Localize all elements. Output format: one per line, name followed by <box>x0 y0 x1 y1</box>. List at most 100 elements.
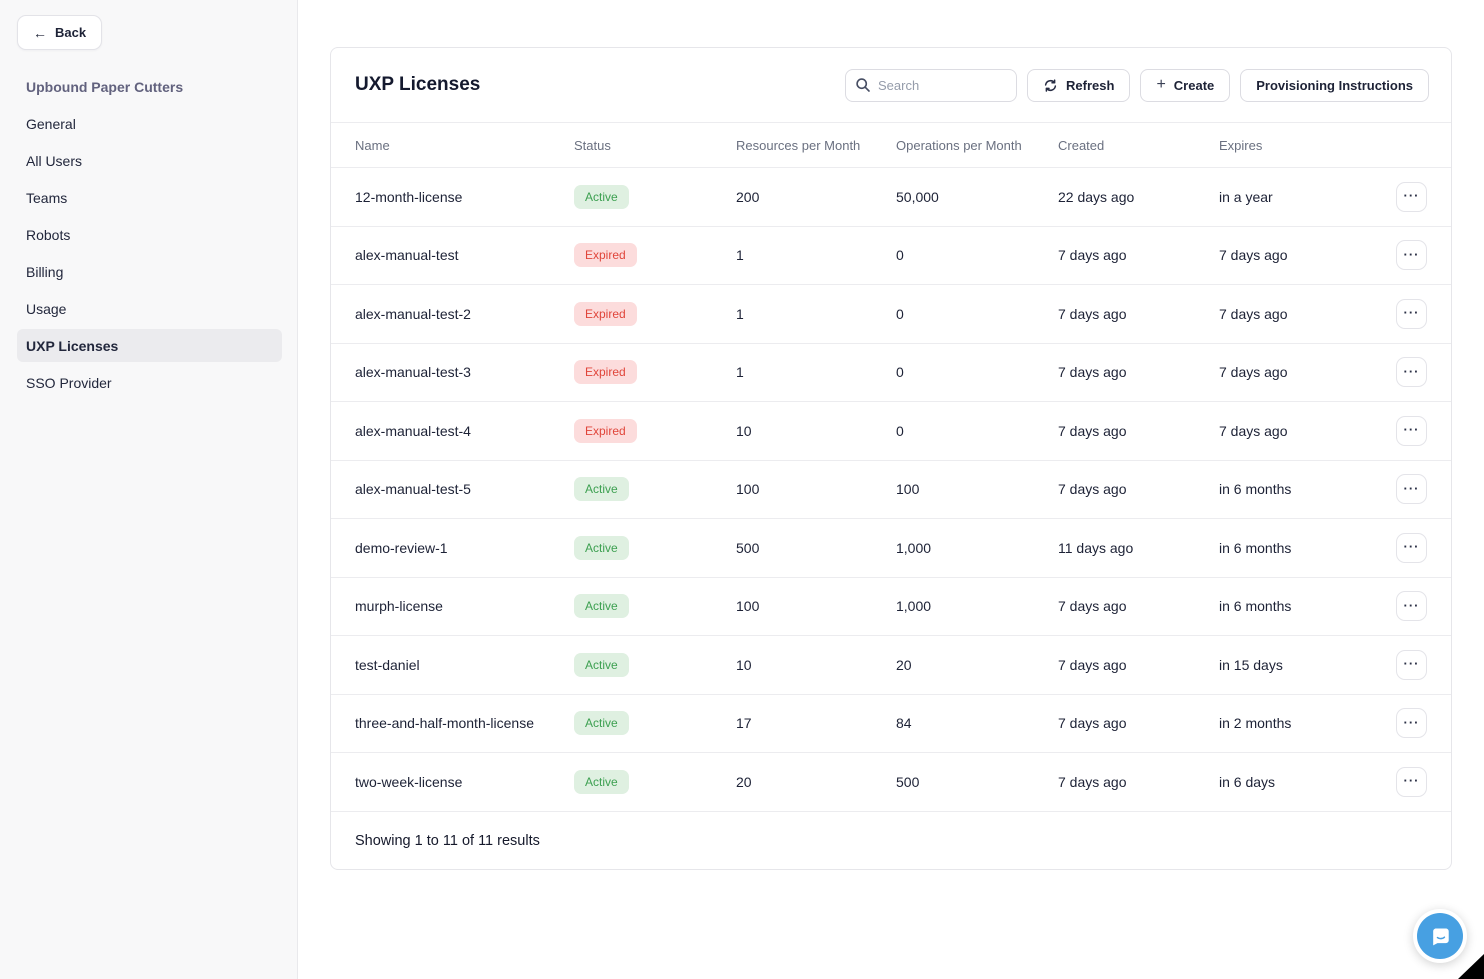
create-button[interactable]: + Create <box>1140 68 1231 102</box>
operations-per-month-value: 20 <box>896 656 912 673</box>
sidebar-nav: Upbound Paper Cutters General All Users Te… <box>0 70 297 399</box>
ellipsis-icon: ··· <box>1403 188 1420 204</box>
sidebar-item-general[interactable]: General <box>26 115 76 132</box>
page-title: UXP Licenses <box>355 74 481 95</box>
row-menu-button[interactable]: ··· <box>1396 474 1427 505</box>
ellipsis-icon: ··· <box>1403 539 1420 555</box>
ellipsis-icon: ··· <box>1403 363 1420 379</box>
row-menu-button[interactable]: ··· <box>1396 298 1427 329</box>
table-row: three-and-half-month-license Active 17 8… <box>331 695 1451 753</box>
sidebar-item-all-users[interactable]: All Users <box>26 152 83 169</box>
expires-value[interactable]: in 6 months <box>1219 598 1292 615</box>
expires-value[interactable]: in 2 months <box>1219 715 1292 732</box>
row-menu-button[interactable]: ··· <box>1396 181 1427 212</box>
back-button[interactable]: ← Back <box>17 15 103 50</box>
row-menu-button[interactable]: ··· <box>1396 357 1427 388</box>
license-name: two-week-license <box>355 773 463 790</box>
created-value[interactable]: 7 days ago <box>1058 364 1127 381</box>
operations-per-month-value: 100 <box>896 481 920 498</box>
row-menu-button[interactable]: ··· <box>1396 591 1427 622</box>
resources-per-month-value: 10 <box>736 656 752 673</box>
ellipsis-icon: ··· <box>1403 597 1420 613</box>
created-value[interactable]: 22 days ago <box>1058 188 1135 205</box>
operations-per-month-value: 0 <box>896 364 904 381</box>
operations-per-month-value: 0 <box>896 422 904 439</box>
license-name: alex-manual-test-5 <box>355 481 471 498</box>
row-menu-button[interactable]: ··· <box>1396 240 1427 271</box>
operations-per-month-value: 1,000 <box>896 598 932 615</box>
resources-per-month-value: 1 <box>736 247 744 264</box>
expires-value[interactable]: in 6 days <box>1219 773 1276 790</box>
license-name: murph-license <box>355 598 443 615</box>
refresh-button[interactable]: Refresh <box>1027 68 1131 102</box>
provisioning-instructions-label: Provisioning Instructions <box>1256 77 1413 93</box>
expires-value[interactable]: in 6 months <box>1219 481 1292 498</box>
table-row: demo-review-1 Active 500 1,000 11 days a… <box>331 519 1451 578</box>
sidebar-item-teams[interactable]: Teams <box>26 189 68 206</box>
expires-value[interactable]: 7 days ago <box>1219 364 1288 381</box>
ellipsis-icon: ··· <box>1403 422 1420 438</box>
operations-per-month-value: 500 <box>896 773 920 790</box>
resources-per-month-value: 500 <box>736 539 760 556</box>
row-menu-button[interactable]: ··· <box>1396 415 1427 446</box>
resources-per-month-value: 200 <box>736 188 760 205</box>
provisioning-instructions-button[interactable]: Provisioning Instructions <box>1240 68 1429 102</box>
status-badge: Active <box>574 477 629 502</box>
plus-icon: + <box>1156 76 1166 93</box>
operations-per-month-value: 84 <box>896 715 912 732</box>
created-value[interactable]: 7 days ago <box>1058 715 1127 732</box>
created-value[interactable]: 7 days ago <box>1058 481 1127 498</box>
status-badge: Active <box>574 652 629 677</box>
ellipsis-icon: ··· <box>1403 246 1420 262</box>
sidebar-org-title: Upbound Paper Cutters <box>26 78 184 95</box>
row-menu-button[interactable]: ··· <box>1396 532 1427 563</box>
table-row: test-daniel Active 10 20 7 days ago in 1… <box>331 636 1451 695</box>
resources-per-month-value: 20 <box>736 773 752 790</box>
license-name: test-daniel <box>355 656 420 673</box>
expires-value[interactable]: in 15 days <box>1219 656 1283 673</box>
back-arrow-icon: ← <box>33 24 47 41</box>
created-value[interactable]: 7 days ago <box>1058 656 1127 673</box>
column-header-status: Status <box>574 137 611 153</box>
status-badge: Active <box>574 769 629 794</box>
created-value[interactable]: 7 days ago <box>1058 305 1127 322</box>
expires-value[interactable]: in a year <box>1219 188 1273 205</box>
status-badge: Expired <box>574 243 637 268</box>
ellipsis-icon: ··· <box>1403 714 1420 730</box>
chat-launcher-button[interactable] <box>1417 913 1463 959</box>
column-header-resources: Resources per Month <box>736 137 861 153</box>
status-badge: Expired <box>574 301 637 326</box>
operations-per-month-value: 0 <box>896 305 904 322</box>
created-value[interactable]: 7 days ago <box>1058 773 1127 790</box>
column-header-expires: Expires <box>1219 137 1263 153</box>
row-menu-button[interactable]: ··· <box>1396 708 1427 739</box>
created-value[interactable]: 11 days ago <box>1058 539 1134 556</box>
license-name: 12-month-license <box>355 188 463 205</box>
expires-value[interactable]: 7 days ago <box>1219 305 1288 322</box>
ellipsis-icon: ··· <box>1403 480 1420 496</box>
row-menu-button[interactable]: ··· <box>1396 649 1427 680</box>
created-value[interactable]: 7 days ago <box>1058 598 1127 615</box>
sidebar-item-usage[interactable]: Usage <box>26 300 67 317</box>
expires-value[interactable]: 7 days ago <box>1219 247 1288 264</box>
created-value[interactable]: 7 days ago <box>1058 422 1127 439</box>
panel-header: UXP Licenses Refresh + Cr <box>331 48 1451 122</box>
license-name: three-and-half-month-license <box>355 715 534 732</box>
expires-value[interactable]: 7 days ago <box>1219 422 1288 439</box>
status-badge: Expired <box>574 418 637 443</box>
status-badge: Active <box>574 711 629 736</box>
sidebar-item-robots[interactable]: Robots <box>26 226 71 243</box>
operations-per-month-value: 1,000 <box>896 539 932 556</box>
table-row: 12-month-license Active 200 50,000 22 da… <box>331 168 1451 227</box>
sidebar-item-sso-provider[interactable]: SSO Provider <box>26 374 112 391</box>
table-row: alex-manual-test-5 Active 100 100 7 days… <box>331 461 1451 519</box>
results-count-text: Showing 1 to 11 of 11 results <box>355 833 540 849</box>
expires-value[interactable]: in 6 months <box>1219 539 1292 556</box>
sidebar-item-uxp-licenses[interactable]: UXP Licenses <box>17 329 282 362</box>
ellipsis-icon: ··· <box>1403 305 1420 321</box>
search-input[interactable] <box>845 68 1018 102</box>
row-menu-button[interactable]: ··· <box>1396 766 1427 797</box>
table-row: two-week-license Active 20 500 7 days ag… <box>331 753 1451 812</box>
sidebar-item-billing[interactable]: Billing <box>26 263 64 280</box>
created-value[interactable]: 7 days ago <box>1058 247 1127 264</box>
